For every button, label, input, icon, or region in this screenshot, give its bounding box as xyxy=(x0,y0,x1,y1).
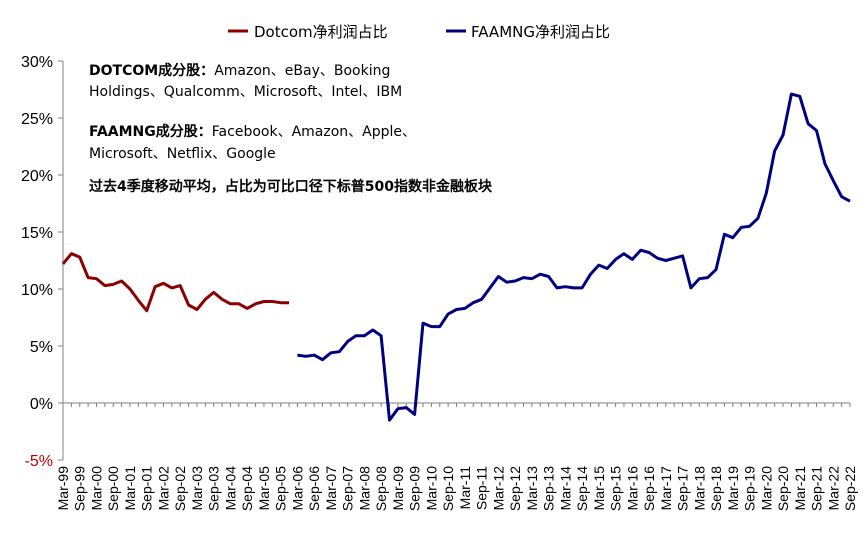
y-tick-label: 30% xyxy=(21,54,53,71)
x-tick-label: Sep-22 xyxy=(842,466,858,511)
series-line-dotcom xyxy=(61,252,290,313)
x-tick-label: Sep-07 xyxy=(340,466,356,511)
x-tick-label: Mar-17 xyxy=(658,466,674,511)
y-tick-label: 10% xyxy=(21,282,53,299)
x-tick-label: Mar-21 xyxy=(792,466,808,511)
x-tick-label: Sep-05 xyxy=(273,466,289,511)
x-tick-label: Sep-12 xyxy=(507,466,523,511)
x-tick-label: Mar-07 xyxy=(323,466,339,511)
x-tick-label: Mar-13 xyxy=(524,466,540,511)
annotation-block: DOTCOM成分股：Amazon、eBay、Booking Holdings、Q… xyxy=(89,62,493,195)
x-tick-label: Sep-16 xyxy=(641,466,657,511)
x-tick-label: Mar-02 xyxy=(155,466,171,511)
x-tick-label: Sep-03 xyxy=(206,466,222,511)
x-tick-label: Mar-16 xyxy=(624,466,640,511)
x-tick-label: Sep-10 xyxy=(440,466,456,511)
x-tick-label: Sep-99 xyxy=(72,466,88,511)
y-tick-label: 20% xyxy=(21,168,53,185)
x-tick-label: Mar-09 xyxy=(390,466,406,511)
series-line-faamng xyxy=(297,92,851,422)
x-tick-label: Mar-01 xyxy=(122,466,138,511)
x-tick-label: Sep-21 xyxy=(809,466,825,511)
x-tick-label: Mar-08 xyxy=(356,466,372,511)
x-tick-label: Mar-06 xyxy=(289,466,305,511)
x-tick-label: Mar-12 xyxy=(490,466,506,511)
axes: -5% 0% 5% 10% 15% 20% 25% 30% Mar-99 Sep-99 Mar-00… xyxy=(21,54,858,511)
y-tick-label: -5% xyxy=(25,453,53,470)
x-tick-label: Sep-15 xyxy=(608,466,624,511)
x-tick-label: Sep-14 xyxy=(574,466,590,511)
x-tick-label: Mar-11 xyxy=(457,466,473,510)
legend: Dotcom净利润占比 FAAMNG净利润占比 xyxy=(228,23,610,41)
svg-text:DOTCOM成分股：Amazon、eBay、Booking: DOTCOM成分股：Amazon、eBay、Booking xyxy=(89,62,390,79)
x-tick-label: Mar-10 xyxy=(423,466,439,511)
x-tick-label: Mar-22 xyxy=(825,466,841,511)
faamng-constituents-line1: Facebook、Amazon、Apple、 xyxy=(212,124,416,140)
x-tick-label: Mar-03 xyxy=(189,466,205,511)
y-tick-label: 5% xyxy=(30,339,53,356)
faamng-constituents-line2: Microsoft、Netflix、Google xyxy=(89,146,276,162)
x-tick-label: Sep-19 xyxy=(742,466,758,511)
x-tick-label: Sep-00 xyxy=(105,466,121,511)
x-tick-label: Mar-20 xyxy=(758,466,774,511)
faamng-constituents-label: FAAMNG成分股： xyxy=(89,123,212,140)
dotcom-constituents-line2: Holdings、Qualcomm、Microsoft、Intel、IBM xyxy=(89,84,402,100)
x-tick-label: Sep-06 xyxy=(306,466,322,511)
x-tick-label: Mar-18 xyxy=(691,466,707,511)
x-tick-label: Sep-13 xyxy=(541,466,557,511)
x-tick-label: Mar-00 xyxy=(88,466,104,511)
methodology-note: 过去4季度移动平均，占比为可比口径下标普500指数非金融板块 xyxy=(89,178,493,195)
x-tick-label: Sep-17 xyxy=(675,466,691,511)
x-tick-label: Sep-11 xyxy=(474,466,490,510)
series-layer xyxy=(61,92,851,422)
x-tick-label: Sep-09 xyxy=(407,466,423,511)
dotcom-constituents-label: DOTCOM成分股： xyxy=(89,62,214,79)
y-tick-label: 25% xyxy=(21,111,53,128)
x-tick-label: Sep-20 xyxy=(775,466,791,511)
x-tick-label: Mar-15 xyxy=(591,466,607,511)
x-tick-label: Sep-01 xyxy=(139,466,155,511)
dotcom-constituents-line1: Amazon、eBay、Booking xyxy=(214,63,390,79)
x-tick-label: Mar-05 xyxy=(256,466,272,511)
x-tick-label: Sep-04 xyxy=(239,466,255,511)
x-tick-label: Sep-18 xyxy=(708,466,724,511)
x-tick-label: Mar-19 xyxy=(725,466,741,511)
x-tick-label: Sep-08 xyxy=(373,466,389,511)
legend-label-dotcom: Dotcom净利润占比 xyxy=(254,23,388,41)
y-tick-label: 0% xyxy=(30,396,53,413)
svg-text:FAAMNG成分股：Facebook、Amazon、Appl: FAAMNG成分股：Facebook、Amazon、Apple、 xyxy=(89,123,416,140)
x-tick-label: Mar-14 xyxy=(557,466,573,511)
x-tick-label: Mar-99 xyxy=(55,466,71,511)
y-tick-label: 15% xyxy=(21,225,53,242)
x-tick-label: Mar-04 xyxy=(222,466,238,511)
x-tick-label: Sep-02 xyxy=(172,466,188,511)
legend-label-faamng: FAAMNG净利润占比 xyxy=(471,23,610,41)
